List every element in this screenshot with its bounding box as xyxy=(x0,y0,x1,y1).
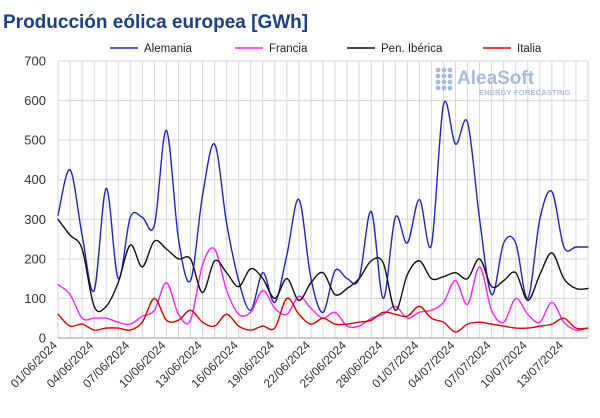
chart-series xyxy=(57,100,589,333)
y-axis-ticks: 0 100 200 300 400 500 600 700 xyxy=(24,54,46,346)
chart-title: Producción eólica europea [GWh] xyxy=(3,12,308,33)
legend-label: Francia xyxy=(269,43,308,55)
y-tick-label: 600 xyxy=(24,93,46,108)
logo-dots-icon xyxy=(435,67,453,91)
y-tick-label: 0 xyxy=(39,331,46,346)
legend-label: Italia xyxy=(517,43,542,55)
aleasoft-logo: AleaSoft ENERGY FORECASTING xyxy=(435,67,571,97)
series-line-italia xyxy=(57,297,589,333)
y-tick-label: 200 xyxy=(24,251,46,266)
chart-grid xyxy=(57,60,589,339)
chart-legend: Alemania Francia Pen. Ibérica Italia xyxy=(110,43,542,55)
series-line-pen-iberica xyxy=(57,218,589,313)
x-axis-ticks: 01/06/202404/06/202407/06/202410/06/2024… xyxy=(8,338,567,391)
logo-tagline: ENERGY FORECASTING xyxy=(479,88,571,97)
y-tick-label: 100 xyxy=(24,291,46,306)
legend-label: Alemania xyxy=(144,43,193,55)
y-tick-label: 700 xyxy=(24,54,46,69)
y-tick-label: 300 xyxy=(24,212,46,227)
legend-label: Pen. Ibérica xyxy=(381,43,443,55)
y-tick-label: 400 xyxy=(24,172,46,187)
logo-name: AleaSoft xyxy=(457,68,535,89)
y-tick-label: 500 xyxy=(24,133,46,148)
